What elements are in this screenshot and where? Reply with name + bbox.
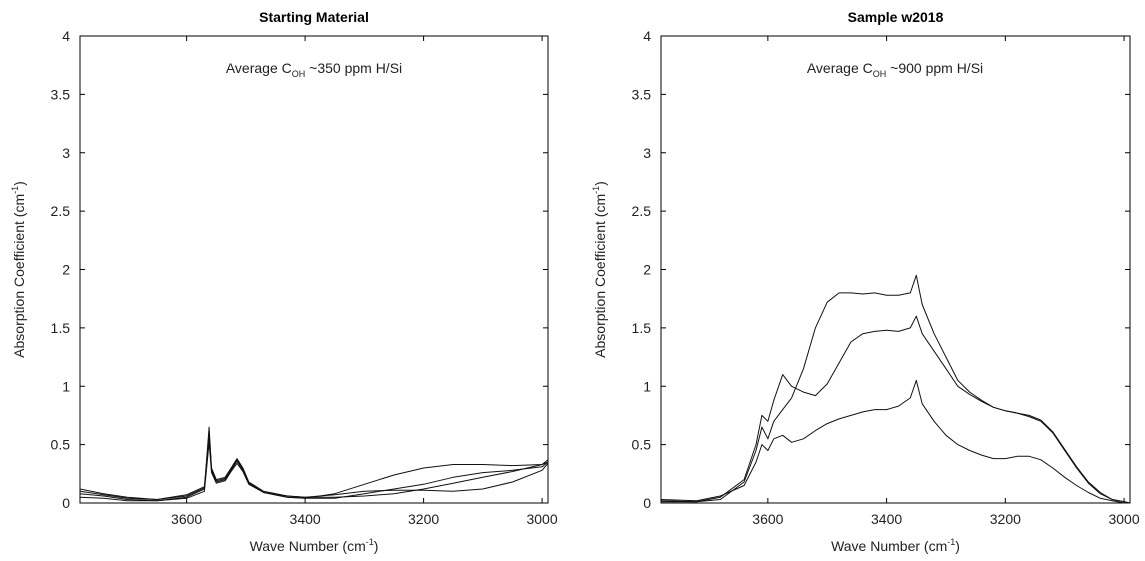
y-tick-label: 4: [62, 28, 70, 44]
series-line-1: [660, 315, 1131, 504]
y-axis-label: Absorption Coefficient (cm-1): [591, 181, 608, 358]
series-line-2: [79, 437, 549, 500]
annotation-concentration: Average COH ~900 ppm H/Si: [807, 60, 983, 79]
x-tick-label: 3000: [1108, 511, 1139, 527]
annotation-concentration: Average COH ~350 ppm H/Si: [226, 60, 402, 79]
y-tick-label: 1: [62, 378, 70, 394]
series-line-2: [661, 274, 1131, 504]
y-tick-label: 3.5: [51, 86, 71, 102]
x-axis-label: Wave Number (cm-1): [831, 537, 960, 554]
x-tick-label: 3600: [752, 511, 783, 527]
chart-title: Starting Material: [259, 9, 369, 25]
y-tick-label: 0: [643, 495, 651, 511]
chart-panel-2: Sample w2018 0 0.5 1 1.5 2 2.5 3 3.5 4 3600 3400 320…: [591, 9, 1140, 554]
y-tick-label: 0.5: [632, 437, 652, 453]
y-tick-label: 1.5: [632, 320, 652, 336]
y-tick-label: 2: [643, 262, 651, 278]
chart-title: Sample w2018: [848, 9, 944, 25]
y-tick-label: 3: [62, 145, 70, 161]
x-tick-label: 3600: [171, 511, 202, 527]
y-tick-label: 0.5: [51, 437, 71, 453]
y-tick-label: 2: [62, 262, 70, 278]
plot-frame: [660, 35, 1131, 504]
y-tick-label: 3: [643, 145, 651, 161]
y-tick-label: 3.5: [632, 86, 652, 102]
series-line-3: [79, 441, 549, 502]
chart-panel-1: Starting Material 0 0.5 1 1.5 2 2.5 3 3.5 4 3600 34…: [10, 9, 558, 554]
y-tick-label: 2.5: [632, 203, 652, 219]
x-axis-label: Wave Number (cm-1): [250, 537, 379, 554]
y-tick-label: 4: [643, 28, 651, 44]
plot-frame: [79, 35, 549, 504]
y-tick-label: 2.5: [51, 203, 71, 219]
x-tick-label: 3400: [290, 511, 321, 527]
y-axis-label: Absorption Coefficient (cm-1): [10, 181, 27, 358]
x-tick-label: 3400: [871, 511, 902, 527]
y-tick-label: 0: [62, 495, 70, 511]
y-tick-label: 1.5: [51, 320, 71, 336]
series-line-3: [660, 379, 1130, 504]
x-tick-label: 3000: [526, 511, 557, 527]
y-tick-label: 1: [643, 378, 651, 394]
x-tick-label: 3200: [408, 511, 439, 527]
series-line-4: [79, 432, 549, 500]
x-tick-label: 3200: [990, 511, 1021, 527]
